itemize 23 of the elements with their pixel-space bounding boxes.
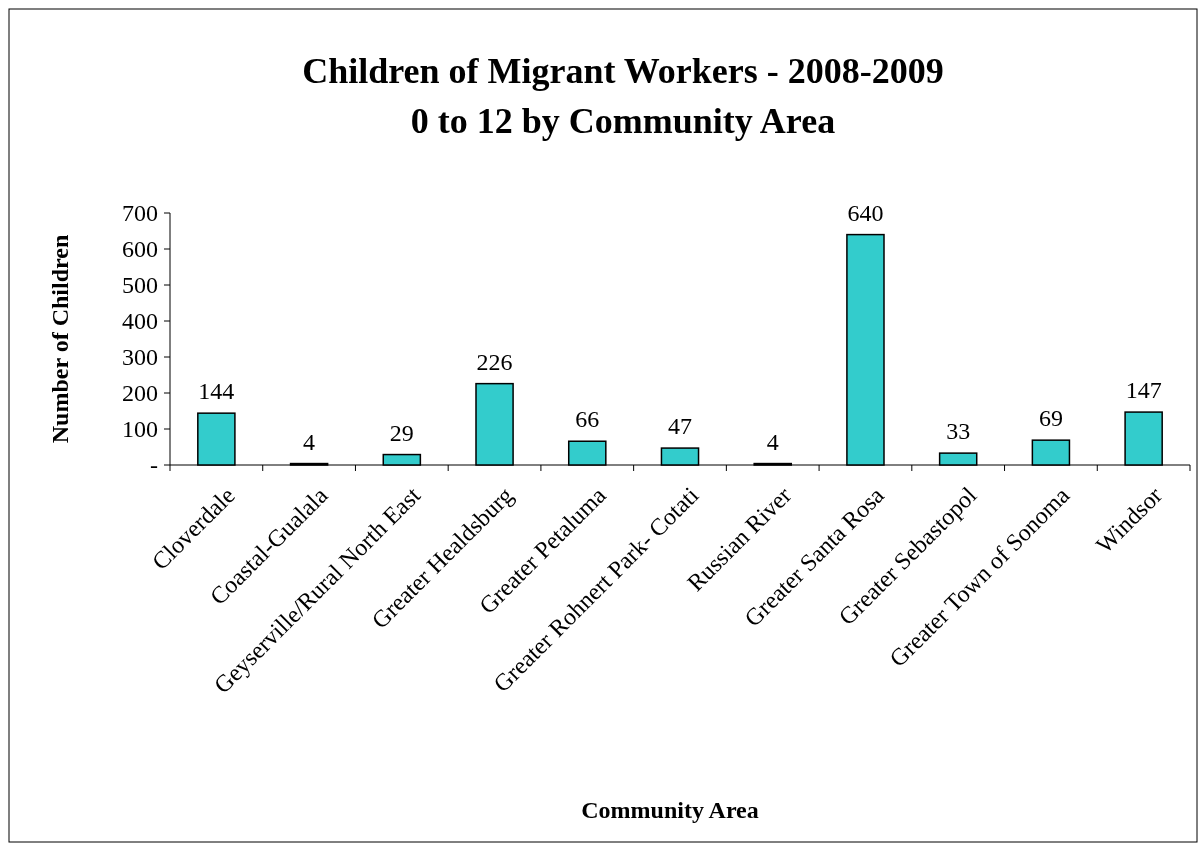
data-label: 47 [668, 413, 692, 440]
data-label: 4 [303, 428, 316, 455]
data-label: 640 [847, 199, 884, 226]
y-tick-label: 300 [122, 344, 158, 371]
data-label: 4 [766, 428, 779, 455]
y-tick-label: 600 [122, 236, 158, 263]
y-axis-title: Number of Children [47, 234, 73, 444]
data-label: 33 [946, 418, 971, 445]
y-tick-label: 200 [122, 380, 158, 407]
y-tick-label: - [150, 452, 158, 479]
data-label: 144 [198, 378, 235, 405]
data-label: 66 [575, 406, 600, 433]
y-tick-label: 100 [122, 416, 158, 443]
chart-title: Children of Migrant Workers - 2008-2009 [302, 51, 944, 91]
y-tick-label: 500 [122, 272, 158, 299]
chart-subtitle: 0 to 12 by Community Area [410, 101, 836, 141]
y-tick-label: 700 [122, 200, 158, 227]
y-tick-label: 400 [122, 308, 158, 335]
data-label: 147 [1125, 377, 1162, 404]
x-axis-title: Community Area [581, 797, 759, 823]
data-label: 29 [389, 419, 414, 446]
data-label: 69 [1038, 405, 1063, 432]
data-label: 226 [476, 348, 513, 375]
